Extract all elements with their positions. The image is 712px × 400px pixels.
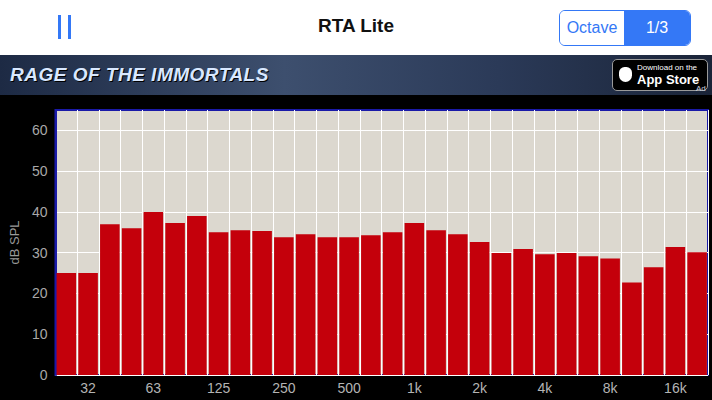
svg-text:20: 20: [32, 285, 48, 301]
svg-text:125: 125: [207, 380, 231, 396]
svg-text:32: 32: [80, 380, 96, 396]
svg-text:40: 40: [32, 204, 48, 220]
svg-text:63: 63: [146, 380, 162, 396]
svg-text:250: 250: [272, 380, 296, 396]
svg-text:4k: 4k: [537, 380, 553, 396]
svg-text:0: 0: [40, 367, 48, 383]
html-text:Octave: Octave: [566, 19, 618, 36]
html-text:Download on the: Download on the: [637, 63, 697, 72]
svg-text:500: 500: [337, 380, 361, 396]
svg-text:50: 50: [32, 163, 48, 179]
html-text:1/3: 1/3: [645, 19, 669, 36]
html-text:Ad: Ad: [696, 84, 706, 93]
svg-text:1k: 1k: [407, 380, 423, 396]
svg-text:30: 30: [32, 245, 48, 261]
html-text:RAGE OF THE IMMORTALS: RAGE OF THE IMMORTALS: [10, 64, 269, 85]
svg-text:60: 60: [32, 122, 48, 138]
svg-text:16k: 16k: [664, 380, 688, 396]
html-text:RTA Lite: RTA Lite: [318, 15, 394, 36]
svg-text:8k: 8k: [603, 380, 619, 396]
svg-text:2k: 2k: [472, 380, 488, 396]
html-text:App Store: App Store: [637, 72, 700, 87]
svg-text:10: 10: [32, 326, 48, 342]
svg-text:dB SPL: dB SPL: [7, 220, 22, 264]
